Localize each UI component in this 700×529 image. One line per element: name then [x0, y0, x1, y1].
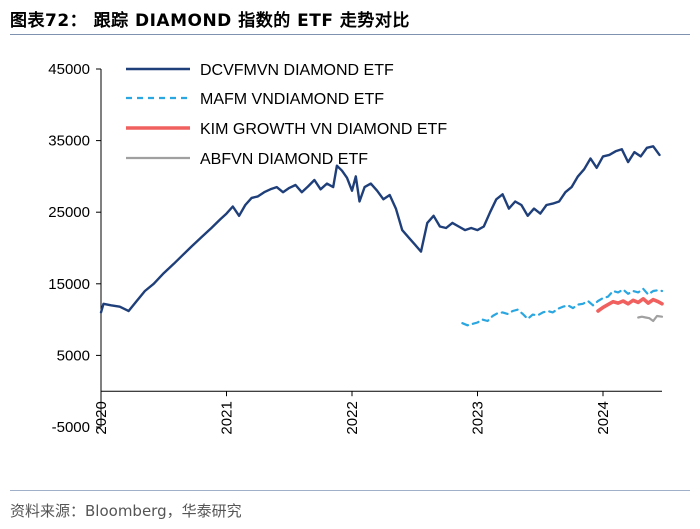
legend-label-1: MAFM VNDIAMOND ETF [200, 91, 384, 108]
legend-label-0: DCVFMVN DIAMOND ETF [200, 62, 394, 79]
legend-label-2: KIM GROWTH VN DIAMOND ETF [200, 121, 447, 138]
x-tick-label: 2024 [595, 401, 612, 434]
x-tick-label: 2022 [344, 401, 361, 434]
title-underline [10, 34, 690, 35]
y-tick-label: -5000 [52, 419, 90, 436]
legend: DCVFMVN DIAMOND ETF MAFM VNDIAMOND ETF KIM… [126, 62, 447, 168]
series-line-1 [461, 287, 664, 327]
y-tick-label: 45000 [48, 61, 90, 78]
y-tick-label: 25000 [48, 204, 90, 221]
series-line-0 [99, 145, 661, 314]
x-tick-label: 2023 [470, 401, 487, 434]
figure-title: 图表72： 跟踪 DIAMOND 指数的 ETF 走势对比 [10, 11, 410, 31]
x-tick-label: 2020 [93, 401, 110, 434]
series-line-2 [596, 296, 664, 313]
series-group [99, 145, 664, 327]
y-tick-label: 35000 [48, 133, 90, 150]
legend-label-3: ABFVN DIAMOND ETF [200, 151, 368, 168]
x-tick-label: 2021 [219, 401, 236, 434]
y-tick-label: 15000 [48, 276, 90, 293]
source-divider [10, 490, 690, 491]
y-tick-label: 5000 [57, 347, 90, 364]
series-line-3 [637, 314, 664, 323]
source-note: 资料来源：Bloomberg，华泰研究 [10, 502, 242, 520]
axes-group: -5000 5000 15000 25000 35000 45000 2020 2021 202… [48, 61, 662, 436]
